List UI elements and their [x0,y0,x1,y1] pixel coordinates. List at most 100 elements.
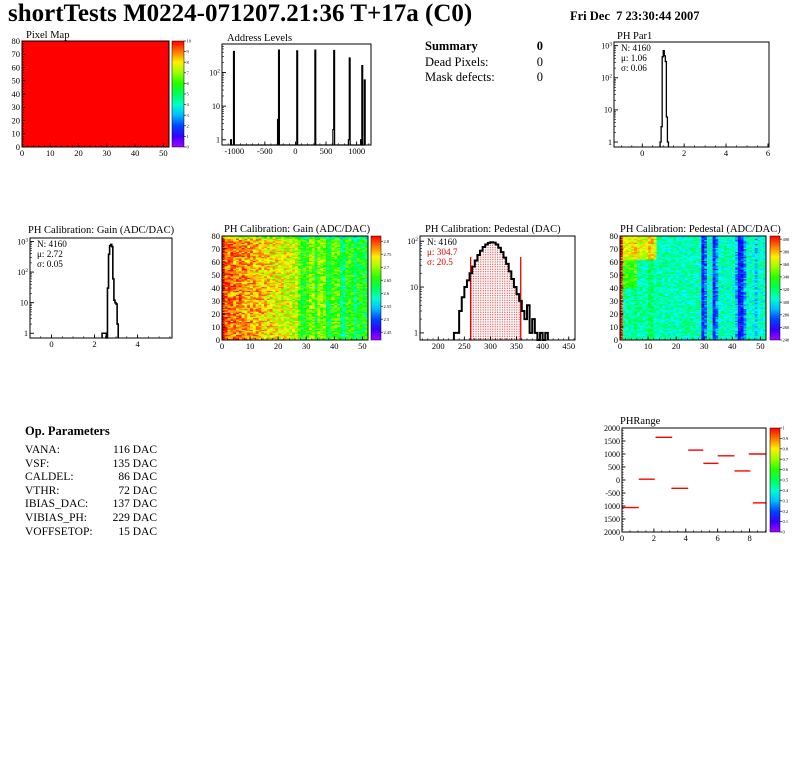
y-axis: 0 10 20 30 40 50 60 70 80 [212,231,226,345]
colorbar-label: 340 [783,275,791,280]
y-axis-decade-label: 10 [20,298,28,307]
y-tick-label: 50 [610,270,619,280]
plot-frame [621,427,767,533]
colorbar-label: 0.4 [783,488,789,493]
summary-total-value: 0 [536,39,543,53]
address-levels-panel: -1000 -500 0 500 1000 1 10 102 Address Levels [199,30,398,160]
op-parameters-title: Op. Parameters [25,424,110,438]
y-axis-decade-label: 102 [407,237,418,246]
colorbar-label: 360 [783,262,791,267]
x-tick-label: 50 [756,341,765,351]
y-tick-label: 80 [12,36,21,46]
x-axis: 0 10 20 30 40 50 [20,143,170,158]
summary-row-label: Dead Pixels: [425,54,489,69]
x-tick-label: 4 [724,148,729,158]
x-tick-label: 450 [562,341,575,351]
plot-frame [221,43,372,146]
y-axis: 0 10 20 30 40 50 60 70 80 [12,36,26,152]
y-tick-label: 10 [12,129,21,139]
stats-line: μ: 1.06 [621,53,647,63]
op-param-row-vibias-ph: VIBIAS_PH: 229 DAC [25,512,157,526]
summary-row-value: 0 [536,54,543,69]
y-tick-label: 50 [212,270,221,280]
ph-par1-panel: 0 2 4 6 1 10 102 103 N: 4160 μ: 1.06 σ: 0.06 PH Par… [597,30,796,160]
y-tick-label: 30 [610,296,619,306]
x-tick-label: 0 [293,146,297,156]
colorbar-label: 0.9 [783,436,789,441]
colorbar-label: 260 [783,325,791,330]
y-tick-label: 1500 [604,437,620,446]
chart-title: PH Calibration: Gain (ADC/DAC) [28,225,175,236]
y-axis-decade-label: 10 [212,102,220,111]
y-axis: 1 10 102 103 [601,41,618,147]
op-param-value: 15 DAC [118,525,157,538]
op-param-label: VOFFSETOP: [25,525,93,538]
histogram-line [659,49,670,147]
op-param-label: VSF: [25,457,50,470]
y-tick-label: 40 [12,89,21,99]
y-tick-label: 30 [12,102,21,112]
x-tick-label: 0 [620,533,624,543]
y-axis-decade-label: 1 [216,136,220,145]
heatmap-cells [22,41,169,147]
colorbar-label: 7 [187,70,190,75]
chart-title: Pixel Map [26,30,69,41]
x-tick-label: 50 [358,341,367,351]
colorbar-label: 1 [187,134,189,139]
y-axis: 1 10 102 [209,45,226,145]
colorbar-label: 240 [783,338,791,343]
y-axis-decade-label: 102 [209,68,220,77]
y-tick-label: 1500 [604,515,620,524]
x-axis: 0 10 20 30 40 50 [618,336,767,351]
colorbar-label: 5 [187,92,190,97]
summary-header-row: Summary 0 [425,39,543,55]
y-tick-label: 70 [12,49,21,59]
x-tick-label: 2 [652,533,656,543]
colorbar-label: 0.6 [783,467,789,472]
x-tick-label: 30 [302,341,311,351]
pedestal-map-chart: 0 10 20 30 40 50 0 10 20 30 40 50 60 70 80 400 380 360 340… [610,224,791,351]
x-tick-label: 2 [682,148,686,158]
summary-row-label: Mask defects: [425,70,495,84]
summary-title: Summary [425,39,478,53]
pixel-map-panel: 0 10 20 30 40 50 0 10 20 30 40 50 60 70 80 10 9 8 7 6 5 4 3 2 1 0… [0,30,199,160]
histogram-line [101,243,120,339]
y-tick-label: 0 [216,335,220,345]
x-tick-label: 400 [536,341,549,351]
summary-row-dead-pixels: Dead Pixels: 0 [425,55,543,71]
colorbar-label: 0 [187,145,190,150]
chart-title: PHRange [620,416,661,427]
stats-line: N: 4160 [621,43,651,53]
y-tick-label: 60 [212,257,221,267]
y-axis: 2000 1500 1000 500 0 -500 1000 1500 2000 [604,424,626,537]
heatmap-cells [222,236,369,341]
colorbar-label: 2.55 [384,304,393,309]
x-axis: 0 2 4 [29,334,171,349]
chart-title: PH Par1 [617,31,652,42]
y-tick-label: 1000 [604,450,620,459]
x-axis: -1000 -500 0 500 1000 [221,141,370,156]
y-tick-label: 80 [212,231,221,241]
colorbar-label: 0.3 [783,498,789,503]
y-tick-label: 40 [610,283,619,293]
x-tick-label: 1000 [348,146,365,156]
colorbar-label: 3 [187,113,190,118]
y-tick-label: 0 [614,335,618,345]
x-tick-label: 0 [49,339,53,349]
x-tick-label: 10 [46,148,55,158]
colorbar-label: 9 [187,49,190,54]
y-axis-decade-label: 10 [410,283,418,292]
op-param-label: VTHR: [25,484,60,497]
colorbar-label: 2.5 [384,317,390,322]
colorbar-label: 280 [783,312,791,317]
x-tick-label: 20 [274,341,283,351]
colorbar-label: 1 [783,426,785,431]
x-tick-label: 8 [747,533,751,543]
y-axis-decade-label: 1 [24,329,28,338]
op-param-value: 72 DAC [118,484,157,497]
op-param-row-caldel: CALDEL: 86 DAC [25,471,157,485]
y-tick-label: 500 [608,463,620,472]
